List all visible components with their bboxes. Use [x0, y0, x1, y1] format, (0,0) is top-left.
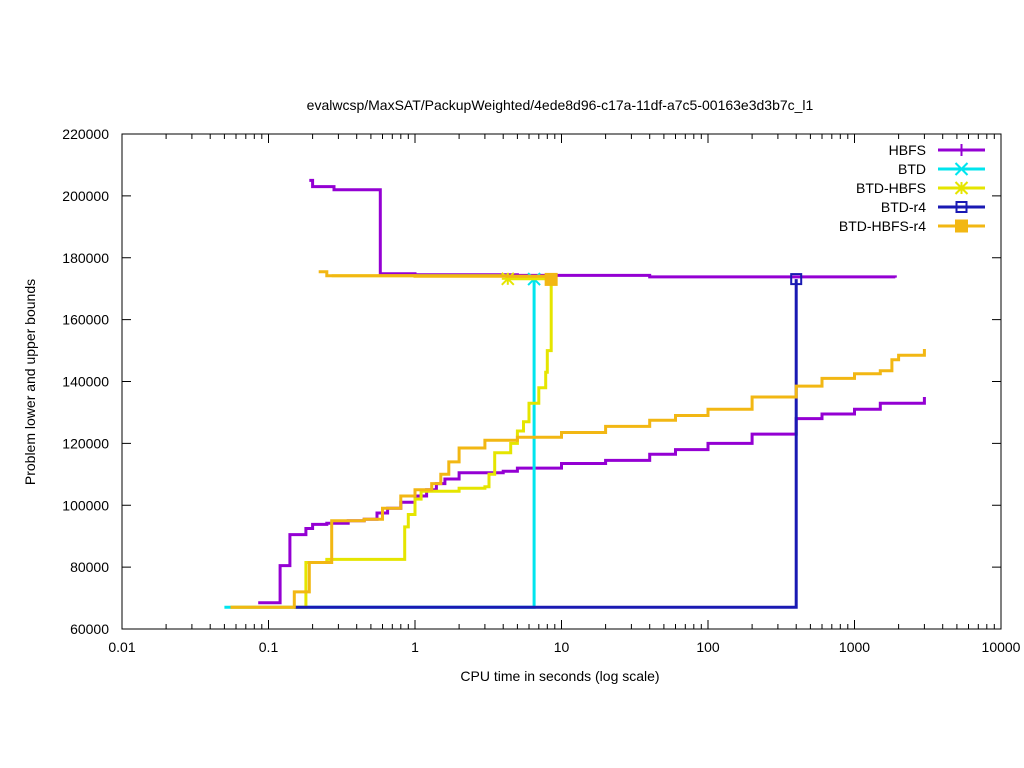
chart-title: evalwcsp/MaxSAT/PackupWeighted/4ede8d96-…: [307, 97, 814, 113]
legend-marker: [955, 144, 968, 156]
x-tick-label: 1000: [839, 639, 870, 655]
upper-bound-marker: [790, 273, 803, 286]
y-tick-label: 80000: [70, 559, 109, 575]
y-axis-label: Problem lower and upper bounds: [22, 279, 38, 485]
y-tick-label: 100000: [62, 497, 109, 513]
series-layer: [224, 178, 926, 609]
legend-item: BTD-HBFS: [856, 180, 985, 196]
y-tick-label: 180000: [62, 250, 109, 266]
upper-bound-marker: [544, 272, 558, 286]
legend-item: BTD-HBFS-r4: [839, 218, 985, 234]
x-tick-label: 100: [696, 639, 720, 655]
legend-marker: [955, 219, 968, 233]
legend: HBFS BTD BTD-HBFS BTD-r4 BTD-HBFS-r4: [839, 142, 985, 234]
y-tick-label: 140000: [62, 374, 109, 390]
legend-marker: [955, 201, 968, 213]
legend-label: BTD: [898, 161, 926, 177]
legend-label: HBFS: [889, 142, 926, 158]
x-tick-label: 10000: [982, 639, 1021, 655]
x-tick-label: 1: [411, 639, 419, 655]
upper-bound-marker: [501, 272, 515, 286]
y-tick-label: 200000: [62, 188, 109, 204]
x-tick-label: 0.01: [108, 639, 135, 655]
legend-marker: [954, 162, 969, 176]
legend-item: BTD-r4: [881, 199, 985, 215]
series-hbfs: [258, 178, 926, 605]
y-tick-label: 120000: [62, 435, 109, 451]
y-tick-label: 220000: [62, 126, 109, 142]
y-tick-label: 60000: [70, 621, 109, 637]
x-axis-label: CPU time in seconds (log scale): [460, 668, 659, 684]
y-axis: 60000 80000 100000 120000 140000 160000 180000…: [62, 126, 1001, 637]
lower-bound-line: [258, 397, 926, 605]
y-tick-label: 160000: [62, 312, 109, 328]
legend-item: HBFS: [889, 142, 985, 158]
legend-label: BTD-HBFS: [856, 180, 926, 196]
x-tick-label: 0.1: [259, 639, 279, 655]
series-btd-r4: [294, 273, 803, 609]
legend-label: BTD-r4: [881, 199, 926, 215]
x-tick-label: 10: [554, 639, 570, 655]
legend-marker: [954, 181, 969, 195]
lower-bound-line: [230, 279, 553, 609]
lower-bound-line: [230, 349, 926, 609]
series-btd-hbfs-r4: [230, 270, 926, 609]
x-axis: 0.01 0.1 1 10 100 1000 10000: [108, 134, 1021, 655]
legend-item: BTD: [898, 161, 985, 177]
upper-bound-line: [309, 178, 897, 279]
plot-frame: [121, 133, 1002, 630]
legend-label: BTD-HBFS-r4: [839, 218, 926, 234]
